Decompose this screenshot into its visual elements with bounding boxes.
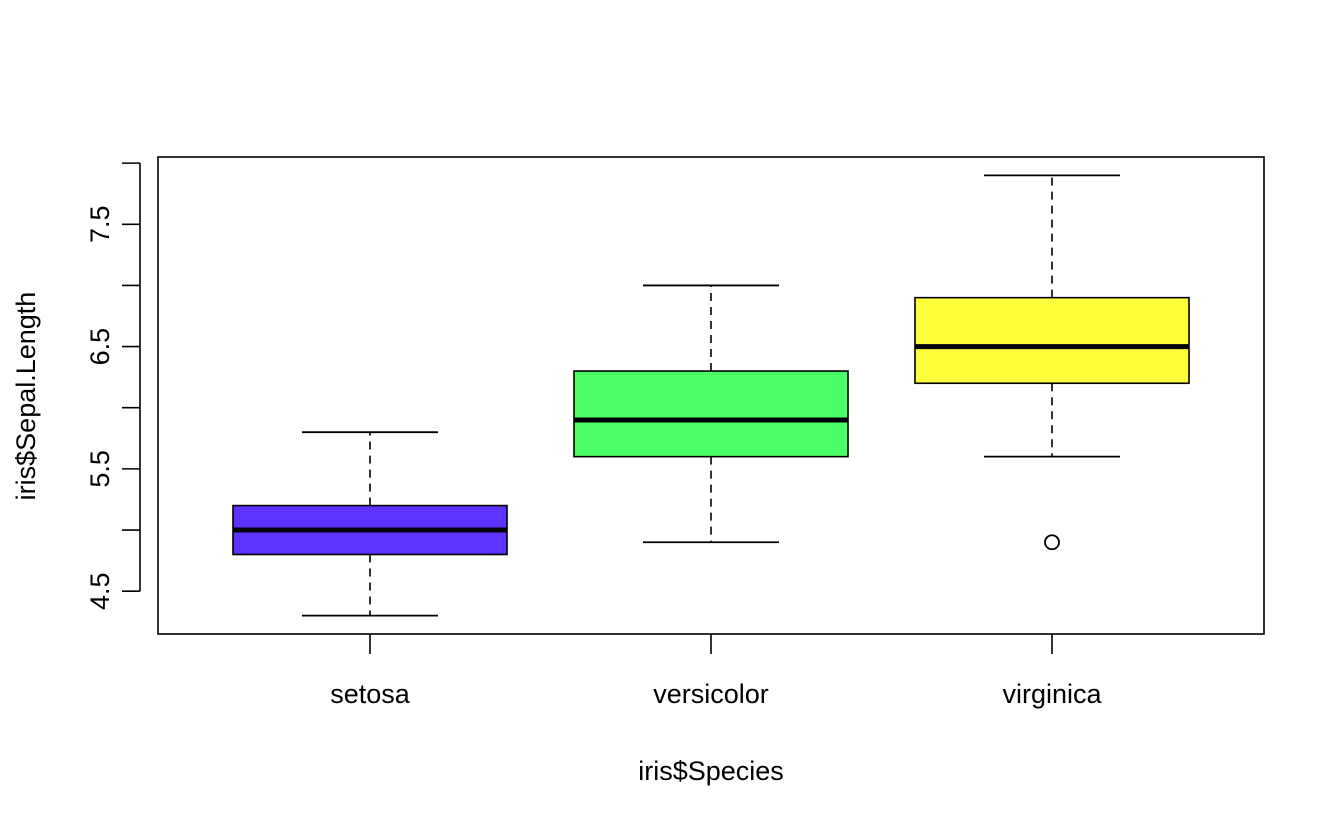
boxes (232, 174, 1190, 617)
y-tick-label: 7.5 (85, 205, 115, 243)
iqr-box (914, 296, 1190, 385)
x-tick-label: virginica (1002, 679, 1102, 709)
x-axis-label: iris$Species (638, 756, 784, 786)
outlier-point (1044, 534, 1060, 551)
iqr-box (573, 370, 849, 458)
x-tick-label: setosa (330, 679, 411, 709)
y-axis-label: iris$Sepal.Length (11, 292, 41, 501)
box-setosa (232, 431, 508, 617)
box-virginica (914, 174, 1190, 551)
box-versicolor (573, 284, 849, 544)
y-tick-label: 6.5 (85, 328, 115, 366)
y-axis: 4.5 5.5 6.5 7.5 (85, 162, 141, 610)
y-tick-label: 5.5 (85, 450, 115, 488)
x-tick-label: versicolor (653, 679, 769, 709)
y-tick-label: 4.5 (85, 572, 115, 610)
x-axis: setosa versicolor virginica (330, 634, 1102, 709)
